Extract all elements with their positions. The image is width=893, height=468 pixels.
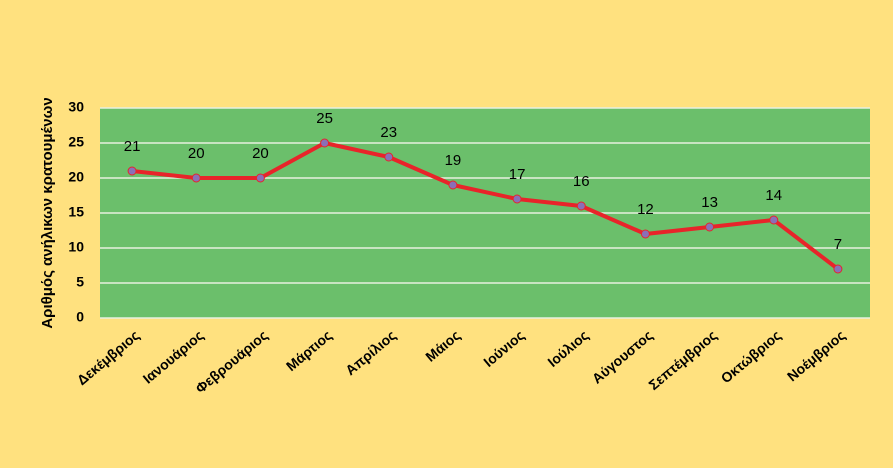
marker [640, 229, 650, 239]
data-label: 13 [701, 194, 718, 211]
marker [769, 215, 779, 225]
line [131, 141, 840, 271]
y-tick-label: 30 [68, 99, 84, 115]
y-tick-label: 25 [68, 134, 84, 150]
y-tick-label: 10 [68, 239, 84, 255]
marker [833, 264, 843, 274]
marker [705, 222, 715, 232]
y-tick-label: 5 [76, 274, 84, 290]
data-label: 17 [509, 166, 526, 183]
data-label: 25 [316, 110, 333, 127]
marker [320, 138, 330, 148]
marker [127, 166, 137, 176]
data-label: 20 [252, 145, 269, 162]
y-tick-label: 0 [76, 309, 84, 325]
marker [576, 201, 586, 211]
marker [191, 173, 201, 183]
y-tick-label: 15 [68, 204, 84, 220]
data-label: 16 [573, 173, 590, 190]
data-label: 20 [188, 145, 205, 162]
marker [448, 180, 458, 190]
y-tick-label: 20 [68, 169, 84, 185]
data-label: 14 [765, 187, 782, 204]
y-axis-title: Αριθμός ανήλικων κρατουμένων [39, 97, 56, 328]
marker [512, 194, 522, 204]
data-label: 19 [445, 152, 462, 169]
marker [255, 173, 265, 183]
data-label: 21 [124, 138, 141, 155]
data-label: 12 [637, 201, 654, 218]
data-label: 23 [380, 124, 397, 141]
marker [384, 152, 394, 162]
data-label: 7 [834, 236, 842, 253]
